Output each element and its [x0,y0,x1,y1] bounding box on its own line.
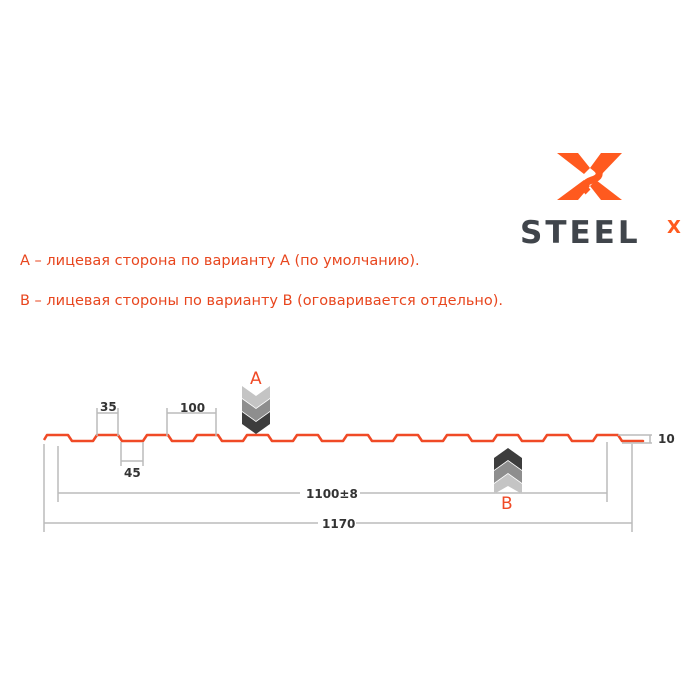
note-side-a: A – лицевая сторона по варианту A (по ум… [20,253,420,269]
logo-superscript: X [667,217,681,238]
dim-useful-width: 1100±8 [306,487,358,501]
profile-line [42,433,645,443]
chevron-up-icon [494,448,522,494]
x-logo-icon [557,153,622,200]
label-b: B [501,494,513,514]
dim-valley: 45 [124,466,141,480]
dim-total-width: 1170 [322,517,355,531]
steelx-logo: STEEL X [520,153,681,251]
label-a: A [250,369,262,389]
note-side-b: B – лицевая стороны по варианту B (огова… [20,293,504,309]
dim-crest: 35 [100,400,117,414]
logo-text: STEEL [520,215,641,251]
dimension-lines [43,408,652,532]
dim-pitch: 100 [180,401,205,415]
chevron-down-icon [242,386,270,434]
dim-height: 10 [658,432,675,446]
